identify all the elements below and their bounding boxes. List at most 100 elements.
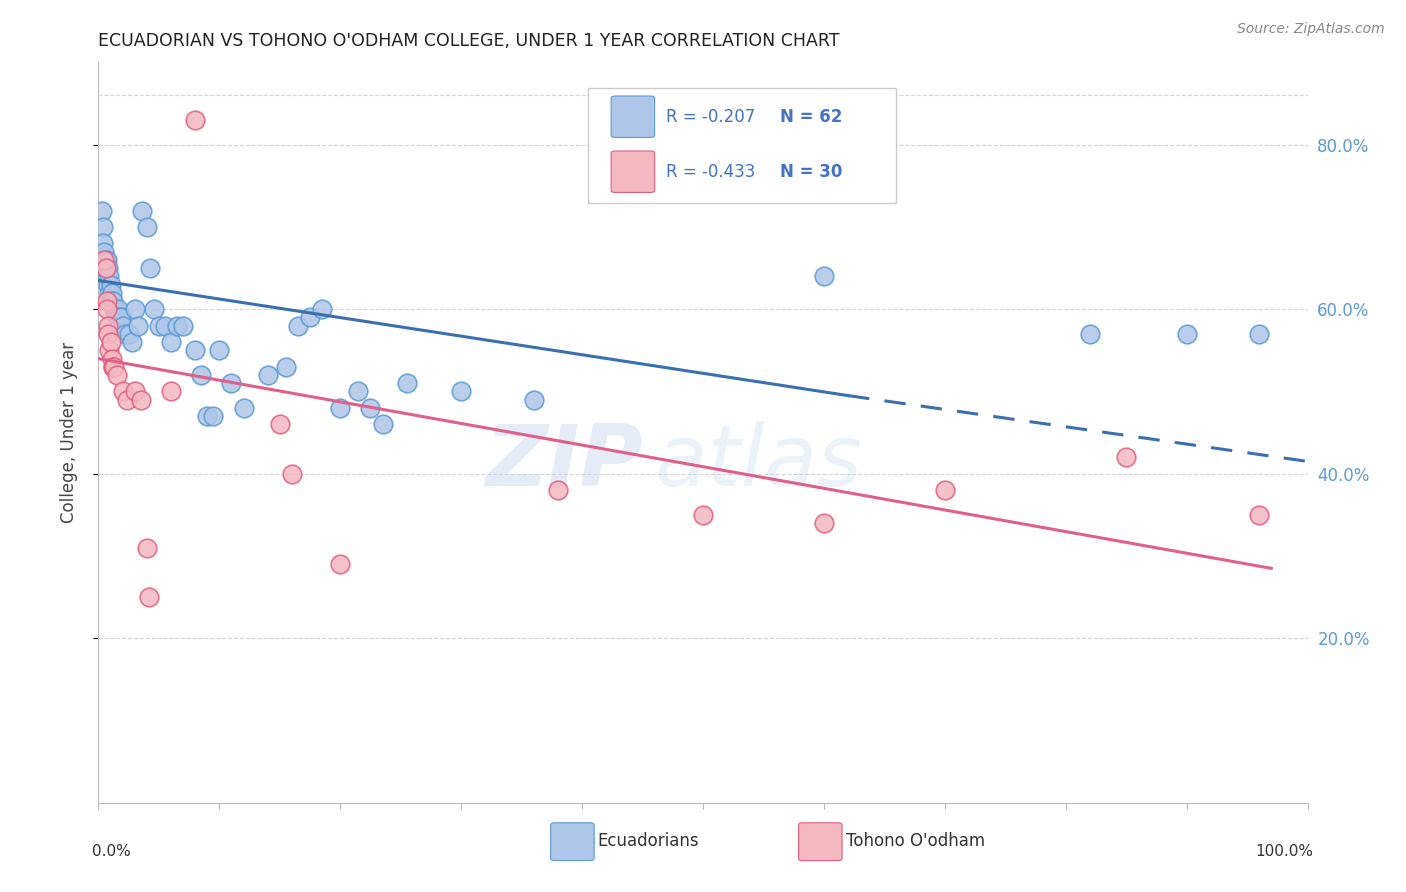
Text: 100.0%: 100.0% bbox=[1256, 844, 1313, 858]
Text: Ecuadorians: Ecuadorians bbox=[598, 832, 699, 850]
Text: 0.0%: 0.0% bbox=[93, 844, 131, 858]
Point bbox=[110, 310, 132, 325]
Point bbox=[94, 252, 117, 267]
Point bbox=[97, 318, 120, 333]
Point bbox=[107, 302, 129, 317]
Point bbox=[105, 368, 128, 382]
Point bbox=[190, 368, 212, 382]
Point bbox=[195, 409, 218, 424]
Point bbox=[523, 392, 546, 407]
FancyBboxPatch shape bbox=[588, 88, 897, 203]
FancyBboxPatch shape bbox=[799, 822, 842, 861]
Text: N = 30: N = 30 bbox=[780, 162, 842, 181]
Point bbox=[101, 293, 124, 308]
Point bbox=[692, 508, 714, 522]
Point bbox=[360, 401, 382, 415]
Point bbox=[118, 326, 141, 341]
Point bbox=[121, 335, 143, 350]
Point bbox=[172, 318, 194, 333]
Point bbox=[1175, 326, 1198, 341]
Point bbox=[108, 310, 131, 325]
Point bbox=[97, 326, 120, 341]
Point bbox=[104, 302, 127, 317]
Point bbox=[232, 401, 254, 415]
Point bbox=[160, 335, 183, 350]
Point bbox=[1078, 326, 1101, 341]
Point bbox=[139, 261, 162, 276]
Point bbox=[135, 541, 157, 555]
Point bbox=[97, 277, 120, 292]
Point bbox=[111, 384, 134, 399]
Point bbox=[108, 318, 131, 333]
Point bbox=[299, 310, 322, 325]
Point bbox=[111, 318, 134, 333]
Point bbox=[98, 343, 121, 358]
FancyBboxPatch shape bbox=[612, 151, 655, 193]
Point bbox=[311, 302, 333, 317]
Point bbox=[91, 203, 114, 218]
Text: atlas: atlas bbox=[655, 421, 863, 504]
Point bbox=[813, 516, 835, 530]
Point bbox=[256, 368, 278, 382]
Point bbox=[395, 376, 418, 391]
Point bbox=[96, 252, 118, 267]
Point bbox=[93, 244, 115, 259]
Point bbox=[547, 483, 569, 498]
Point bbox=[100, 293, 122, 308]
Point bbox=[96, 293, 118, 308]
Point bbox=[97, 261, 120, 276]
Point bbox=[371, 417, 394, 432]
Point bbox=[96, 302, 118, 317]
Point bbox=[94, 261, 117, 276]
Text: R = -0.433: R = -0.433 bbox=[665, 162, 755, 181]
Point bbox=[100, 335, 122, 350]
Point bbox=[166, 318, 188, 333]
Point bbox=[131, 203, 153, 218]
Text: Source: ZipAtlas.com: Source: ZipAtlas.com bbox=[1237, 22, 1385, 37]
Point bbox=[127, 318, 149, 333]
Text: Tohono O'odham: Tohono O'odham bbox=[845, 832, 984, 850]
Point bbox=[91, 236, 114, 251]
Point bbox=[138, 590, 160, 604]
Point bbox=[287, 318, 309, 333]
Point bbox=[347, 384, 370, 399]
Point bbox=[1249, 508, 1271, 522]
Point bbox=[184, 113, 207, 128]
Point bbox=[98, 269, 121, 284]
Text: N = 62: N = 62 bbox=[780, 108, 842, 126]
Text: ECUADORIAN VS TOHONO O'ODHAM COLLEGE, UNDER 1 YEAR CORRELATION CHART: ECUADORIAN VS TOHONO O'ODHAM COLLEGE, UN… bbox=[98, 32, 839, 50]
Point bbox=[329, 401, 352, 415]
Point bbox=[1115, 450, 1137, 465]
Point bbox=[103, 302, 125, 317]
Point bbox=[93, 252, 115, 267]
FancyBboxPatch shape bbox=[551, 822, 595, 861]
Point bbox=[124, 384, 146, 399]
Point bbox=[153, 318, 176, 333]
Point bbox=[114, 326, 136, 341]
Text: R = -0.207: R = -0.207 bbox=[665, 108, 755, 126]
Point bbox=[98, 285, 121, 300]
Point bbox=[450, 384, 472, 399]
Point bbox=[184, 343, 207, 358]
Point bbox=[329, 558, 352, 572]
Point bbox=[129, 392, 152, 407]
Text: ZIP: ZIP bbox=[485, 421, 643, 504]
Point bbox=[934, 483, 956, 498]
Point bbox=[101, 359, 124, 374]
Y-axis label: College, Under 1 year: College, Under 1 year bbox=[59, 342, 77, 524]
Point bbox=[100, 293, 122, 308]
Point bbox=[105, 310, 128, 325]
Point bbox=[274, 359, 297, 374]
Point bbox=[100, 277, 122, 292]
Point bbox=[103, 359, 125, 374]
Point bbox=[117, 392, 139, 407]
Point bbox=[94, 261, 117, 276]
Point bbox=[96, 269, 118, 284]
Point bbox=[160, 384, 183, 399]
Point bbox=[208, 343, 231, 358]
Point bbox=[1249, 326, 1271, 341]
Point bbox=[202, 409, 225, 424]
Point bbox=[100, 285, 122, 300]
Point bbox=[269, 417, 291, 432]
Point bbox=[143, 302, 166, 317]
